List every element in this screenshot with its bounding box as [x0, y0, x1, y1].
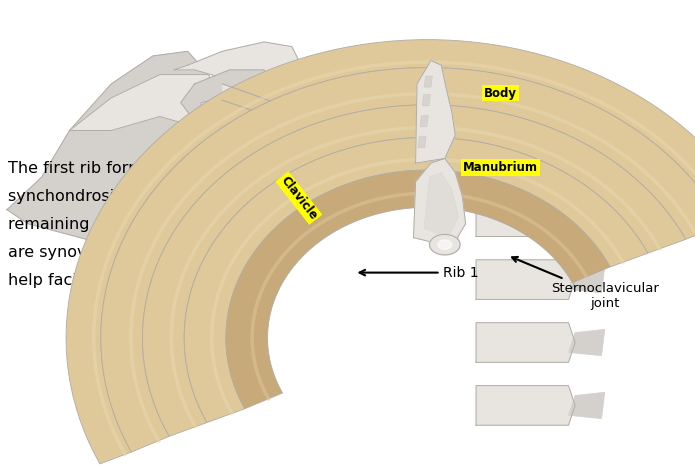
Text: remaining sternocostal joints: remaining sternocostal joints [8, 217, 242, 232]
Polygon shape [7, 51, 222, 242]
Circle shape [430, 234, 460, 255]
Text: The first rib forms a: The first rib forms a [8, 161, 167, 176]
Polygon shape [184, 137, 648, 423]
Text: are synovial joints, which: are synovial joints, which [8, 245, 211, 260]
Polygon shape [222, 84, 459, 240]
Circle shape [438, 240, 452, 249]
Text: Sternoclavicular
joint: Sternoclavicular joint [512, 257, 659, 310]
Text: synchondrosis, the: synchondrosis, the [8, 189, 159, 204]
Polygon shape [181, 70, 278, 130]
Polygon shape [420, 116, 428, 127]
Polygon shape [101, 68, 695, 452]
Polygon shape [569, 329, 605, 356]
Polygon shape [70, 75, 222, 130]
Polygon shape [422, 95, 430, 106]
Polygon shape [476, 197, 575, 236]
Polygon shape [476, 134, 575, 173]
Polygon shape [476, 322, 575, 363]
Polygon shape [226, 170, 610, 409]
Text: help facilitate movement.: help facilitate movement. [8, 273, 215, 288]
Polygon shape [476, 260, 575, 299]
Polygon shape [418, 137, 426, 148]
Polygon shape [424, 76, 432, 87]
Polygon shape [66, 40, 695, 464]
Polygon shape [414, 158, 466, 247]
Polygon shape [569, 267, 605, 293]
Polygon shape [424, 172, 459, 238]
Polygon shape [476, 386, 575, 425]
Polygon shape [569, 141, 605, 167]
Text: Body: Body [484, 87, 517, 100]
Text: Clavicle: Clavicle [278, 174, 320, 222]
Polygon shape [569, 392, 605, 418]
Text: Manubrium: Manubrium [463, 161, 538, 174]
Polygon shape [195, 98, 236, 149]
Polygon shape [142, 105, 686, 436]
Text: Rib 1: Rib 1 [359, 266, 479, 280]
Polygon shape [174, 42, 306, 93]
Polygon shape [416, 61, 455, 163]
Polygon shape [569, 204, 605, 230]
